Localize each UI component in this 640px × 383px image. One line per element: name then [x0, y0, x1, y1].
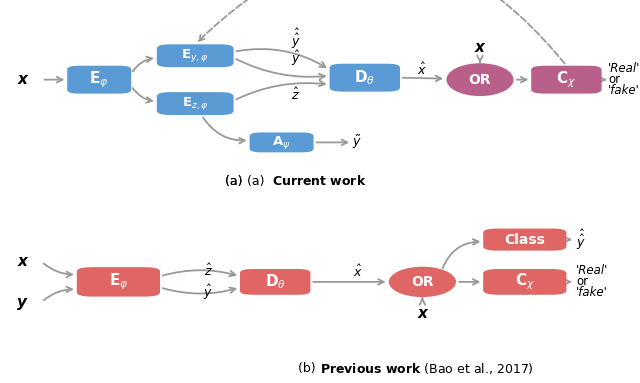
Text: 'fake': 'fake' [576, 286, 608, 300]
Text: $\hat{\hat{y}}$: $\hat{\hat{y}}$ [291, 27, 301, 51]
Text: x: x [17, 254, 28, 269]
Text: $\mathbf{E}_{z,\varphi}$: $\mathbf{E}_{z,\varphi}$ [182, 95, 209, 112]
FancyBboxPatch shape [330, 64, 400, 92]
FancyBboxPatch shape [77, 267, 160, 296]
Text: $\hat{y}$: $\hat{y}$ [203, 283, 213, 303]
FancyBboxPatch shape [483, 229, 566, 250]
Text: $\mathbf{E}_{\varphi}$: $\mathbf{E}_{\varphi}$ [90, 69, 109, 90]
Text: x: x [475, 40, 485, 56]
FancyBboxPatch shape [483, 269, 566, 295]
FancyBboxPatch shape [67, 66, 131, 93]
Text: x: x [417, 306, 428, 321]
Text: $\mathbf{D}_{\theta}$: $\mathbf{D}_{\theta}$ [355, 68, 375, 87]
Text: $\hat{x}$: $\hat{x}$ [417, 62, 428, 78]
Text: $\mathbf{E}_{\varphi}$: $\mathbf{E}_{\varphi}$ [109, 272, 128, 292]
FancyBboxPatch shape [157, 92, 234, 115]
Text: $\tilde{y}$: $\tilde{y}$ [352, 134, 362, 151]
Text: $\hat{z}$: $\hat{z}$ [291, 87, 300, 103]
Ellipse shape [388, 267, 456, 297]
Text: $\mathbf{C}_{\chi}$: $\mathbf{C}_{\chi}$ [556, 69, 577, 90]
FancyBboxPatch shape [240, 269, 310, 295]
Text: $\hat{\hat{y}}$: $\hat{\hat{y}}$ [576, 228, 586, 252]
Text: (a): (a) [247, 175, 269, 188]
Text: Class: Class [504, 232, 545, 247]
Text: $\hat{z}$: $\hat{z}$ [204, 263, 212, 279]
Text: 'fake': 'fake' [608, 84, 640, 97]
Text: or: or [576, 275, 588, 288]
Text: $\mathbf{E}_{y,\varphi}$: $\mathbf{E}_{y,\varphi}$ [182, 47, 209, 64]
Text: $\hat{x}$: $\hat{x}$ [353, 264, 364, 280]
Text: or: or [608, 73, 620, 86]
Text: $\mathbf{Previous\ work}$ (Bao et al., 2017): $\mathbf{Previous\ work}$ (Bao et al., 2… [320, 361, 534, 376]
Text: $\hat{y}$: $\hat{y}$ [291, 49, 301, 68]
Text: 'Real': 'Real' [576, 264, 609, 277]
Text: (a): (a) [225, 175, 246, 188]
Text: $\mathbf{A}_{\psi}$: $\mathbf{A}_{\psi}$ [272, 134, 291, 151]
Text: y: y [17, 295, 28, 309]
Text: $\mathbf{C}_{\chi}$: $\mathbf{C}_{\chi}$ [515, 272, 535, 292]
Text: (a): (a) [225, 175, 246, 188]
Text: 'Real': 'Real' [608, 62, 640, 75]
Text: x: x [17, 72, 28, 87]
Text: $\mathbf{Current\ work}$: $\mathbf{Current\ work}$ [272, 174, 367, 188]
Text: (b): (b) [298, 362, 320, 375]
FancyBboxPatch shape [250, 133, 314, 152]
FancyBboxPatch shape [531, 66, 602, 93]
Text: OR: OR [411, 275, 434, 289]
FancyBboxPatch shape [157, 44, 234, 67]
Text: OR: OR [468, 73, 492, 87]
Ellipse shape [447, 63, 514, 96]
Text: $\mathbf{D}_{\theta}$: $\mathbf{D}_{\theta}$ [265, 273, 285, 291]
